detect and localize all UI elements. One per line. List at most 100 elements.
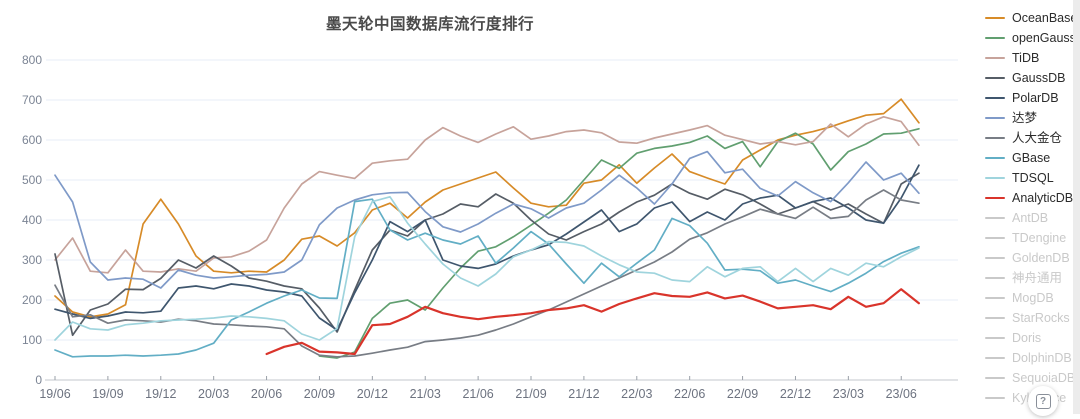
series-line-PolarDB xyxy=(54,164,920,331)
x-tick-label: 19/12 xyxy=(145,387,176,401)
legend-label: StarRocks xyxy=(1012,311,1070,325)
legend-line-icon xyxy=(985,237,1005,239)
legend-label: GaussDB xyxy=(1012,71,1066,85)
help-button[interactable]: ? xyxy=(1028,386,1058,416)
legend-item-SequoiaDB[interactable]: SequoiaDB xyxy=(985,368,1077,388)
chart-area[interactable]: 0 100 200 300 400 500 600 700 800 19/06 19/09 19/12… xyxy=(0,0,975,414)
x-tick-label: 19/09 xyxy=(92,387,123,401)
legend-item-AnalyticDB[interactable]: AnalyticDB xyxy=(985,188,1077,208)
y-tick-label: 100 xyxy=(22,333,42,347)
series-line-TiDB xyxy=(54,115,920,274)
x-tick-label: 22/09 xyxy=(727,387,758,401)
series-line-OceanBase xyxy=(54,98,920,318)
x-tick-label: 21/06 xyxy=(462,387,493,401)
legend-item-MogDB[interactable]: MogDB xyxy=(985,288,1077,308)
x-tick-label: 21/09 xyxy=(515,387,546,401)
line-chart: 0 100 200 300 400 500 600 700 800 19/06 19/09 19/12… xyxy=(22,53,958,401)
legend-line-icon xyxy=(985,397,1005,399)
x-tick-label: 22/12 xyxy=(780,387,811,401)
legend-line-icon xyxy=(985,17,1005,19)
legend-label: GoldenDB xyxy=(1012,251,1070,265)
series-line-GaussDB xyxy=(54,172,920,337)
legend-line-icon xyxy=(985,97,1005,99)
y-tick-label: 400 xyxy=(22,213,42,227)
legend-line-icon xyxy=(985,177,1005,179)
legend-item-OceanBase[interactable]: OceanBase xyxy=(985,8,1077,28)
y-tick-label: 800 xyxy=(22,53,42,67)
legend-line-icon xyxy=(985,337,1005,339)
x-tick-label: 21/03 xyxy=(410,387,441,401)
series-line-人大金仓 xyxy=(54,189,920,358)
legend-item-AntDB[interactable]: AntDB xyxy=(985,208,1077,228)
legend-label: OceanBase xyxy=(1012,11,1077,25)
question-icon: ? xyxy=(1035,393,1051,409)
x-tick-label: 20/09 xyxy=(304,387,335,401)
legend-label: TDengine xyxy=(1012,231,1067,245)
y-tick-label: 500 xyxy=(22,173,42,187)
legend-line-icon xyxy=(985,357,1005,359)
legend-label: SequoiaDB xyxy=(1012,371,1076,385)
series-line-TDSQL xyxy=(54,195,920,341)
legend-line-icon xyxy=(985,117,1005,119)
legend-label: Doris xyxy=(1012,331,1042,345)
legend-line-icon xyxy=(985,277,1005,279)
legend-label: 神舟通用 xyxy=(1012,271,1063,285)
legend-line-icon xyxy=(985,317,1005,319)
legend-line-icon xyxy=(985,377,1005,379)
legend-item-Doris[interactable]: Doris xyxy=(985,328,1077,348)
x-tick-label: 22/06 xyxy=(674,387,705,401)
legend-label: MogDB xyxy=(1012,291,1054,305)
y-tick-label: 0 xyxy=(35,373,42,387)
x-tick-label: 23/06 xyxy=(886,387,917,401)
x-tick-label: 20/06 xyxy=(251,387,282,401)
x-tick-label: 19/06 xyxy=(39,387,70,401)
series-line-openGauss xyxy=(318,127,920,359)
legend-label: TiDB xyxy=(1012,51,1040,65)
legend-label: TDSQL xyxy=(1012,171,1054,185)
legend-item-TiDB[interactable]: TiDB xyxy=(985,48,1077,68)
legend-line-icon xyxy=(985,257,1005,259)
legend-line-icon xyxy=(985,157,1005,159)
x-tick-label: 23/03 xyxy=(833,387,864,401)
y-tick-label: 300 xyxy=(22,253,42,267)
legend-item-TDengine[interactable]: TDengine xyxy=(985,228,1077,248)
x-tick-label: 21/12 xyxy=(568,387,599,401)
legend-line-icon xyxy=(985,217,1005,219)
legend-label: DolphinDB xyxy=(1012,351,1072,365)
legend-label: 人大金仓 xyxy=(1012,131,1063,145)
y-tick-label: 700 xyxy=(22,93,42,107)
legend-item-GaussDB[interactable]: GaussDB xyxy=(985,68,1077,88)
legend-item-PolarDB[interactable]: PolarDB xyxy=(985,88,1077,108)
legend-label: AntDB xyxy=(1012,211,1049,225)
legend-item-TDSQL[interactable]: TDSQL xyxy=(985,168,1077,188)
right-edge-strip xyxy=(1073,0,1080,414)
legend-item-人大金仓[interactable]: 人大金仓 xyxy=(985,128,1077,148)
legend-label: 达梦 xyxy=(1012,111,1038,125)
legend-line-icon xyxy=(985,137,1005,139)
legend-item-openGauss[interactable]: openGauss xyxy=(985,28,1077,48)
series-line-AnalyticDB xyxy=(265,288,920,356)
x-tick-label: 20/12 xyxy=(357,387,388,401)
legend-label: GBase xyxy=(1012,151,1051,165)
legend-line-icon xyxy=(985,57,1005,59)
legend-item-神舟通用[interactable]: 神舟通用 xyxy=(985,268,1077,288)
legend-line-icon xyxy=(985,197,1005,199)
legend-line-icon xyxy=(985,77,1005,79)
legend: OceanBase openGauss TiDB GaussDB PolarDB 达梦人大… xyxy=(985,8,1077,410)
y-tick-label: 600 xyxy=(22,133,42,147)
series-line-GBase xyxy=(54,198,920,358)
legend-line-icon xyxy=(985,37,1005,39)
legend-line-icon xyxy=(985,297,1005,299)
y-tick-label: 200 xyxy=(22,293,42,307)
legend-label: PolarDB xyxy=(1012,91,1059,105)
legend-label: AnalyticDB xyxy=(1012,191,1074,205)
x-tick-label: 20/03 xyxy=(198,387,229,401)
legend-label: openGauss xyxy=(1012,31,1076,45)
legend-item-GoldenDB[interactable]: GoldenDB xyxy=(985,248,1077,268)
x-tick-label: 22/03 xyxy=(621,387,652,401)
legend-item-DolphinDB[interactable]: DolphinDB xyxy=(985,348,1077,368)
legend-item-达梦[interactable]: 达梦 xyxy=(985,108,1077,128)
legend-item-StarRocks[interactable]: StarRocks xyxy=(985,308,1077,328)
legend-item-GBase[interactable]: GBase xyxy=(985,148,1077,168)
